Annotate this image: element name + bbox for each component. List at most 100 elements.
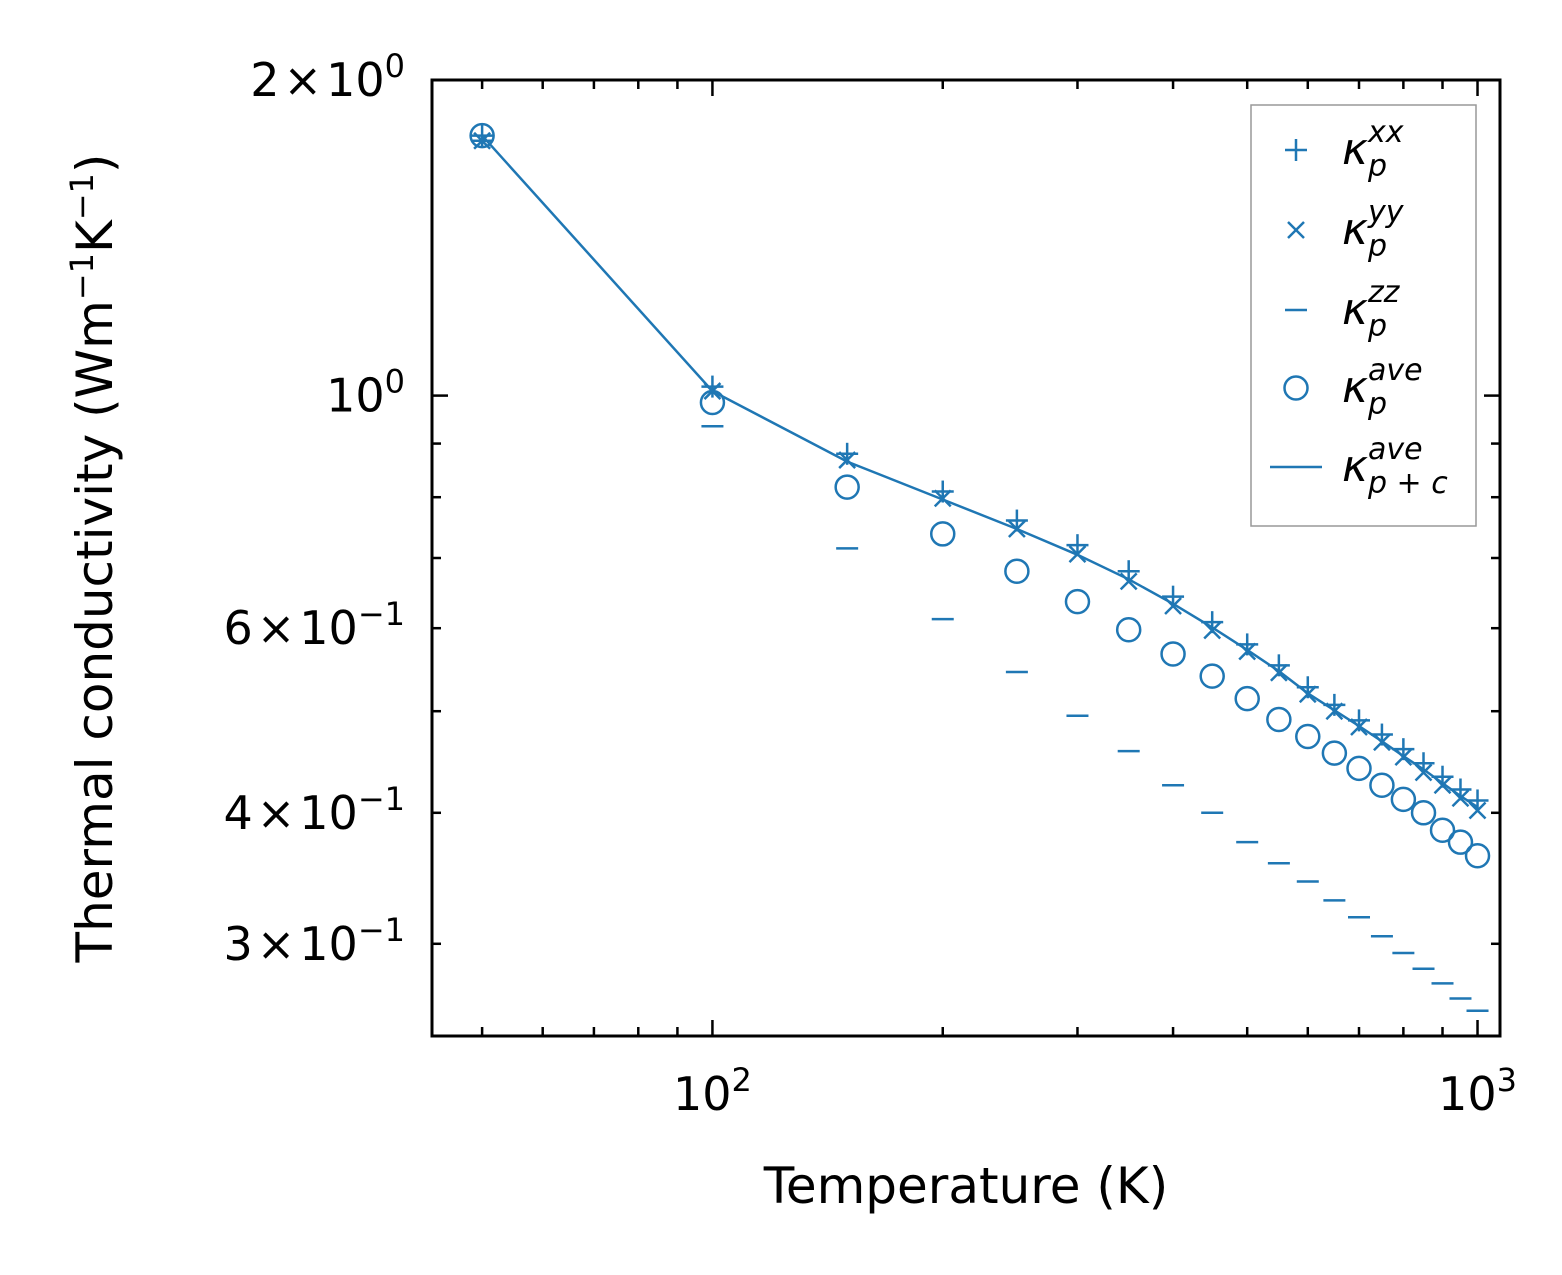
legend-superscript: zz [1367,275,1401,310]
kappa_ave-point-650 [1321,740,1348,766]
y-tick-label-exp: −1 [358,911,405,949]
legend-symbol: κ [1342,204,1368,255]
kappa_yy-point-1000 [1468,801,1487,820]
legend-subscript: p [1367,229,1387,264]
legend-subscript: p [1367,387,1387,422]
kappa_yy-point-850-b [1414,763,1433,782]
y-tick-label-exp: −1 [358,780,405,818]
kappa_yy-point-400-b [1164,597,1182,615]
y-tick-label-base: 10 [299,786,358,840]
y-axis-label-close: ) [66,154,124,174]
kappa_ave-point-400 [1160,641,1186,667]
y-tick-label-mantissa: 6 [223,601,252,655]
y-tick-label-exp: 0 [385,47,405,85]
series-kappa_ave [469,122,1491,869]
kappa_yy-point-900-b [1433,776,1452,795]
plot-frame [430,78,1502,1038]
kappa_ave-point-900 [1429,817,1456,843]
y-tick-label-exp: −1 [358,595,405,633]
y-tick-label-times: × [257,917,296,971]
kappa_yy-point-150 [838,451,857,469]
y-tick-label-mantissa: 4 [223,786,252,840]
x-tick-label-base: 10 [1438,1067,1497,1121]
legend-box [1250,104,1477,527]
y-tick-label-times: × [257,601,296,655]
legend-superscript: ave [1368,432,1423,467]
y-tick-label-times: × [284,53,323,107]
y-tick-label-base: 10 [326,53,385,107]
kappa_yy-point-1000-b [1468,801,1487,820]
series-kappa_zz [471,139,1489,1012]
legend-superscript: xx [1367,115,1404,150]
kappa_ave-point-550 [1266,706,1292,733]
kappa_yy-point-500-b [1238,642,1257,661]
legend-superscript: yy [1367,195,1405,230]
plot-marks [469,122,1491,1012]
y-tick-label-2: 2×100 [250,47,405,107]
x-axis-label: Temperature (K) [763,1157,1168,1215]
x-tick-label-base: 10 [673,1067,732,1121]
kappa_ave-point-600 [1295,723,1321,750]
x-tick-label-exp: 2 [732,1061,752,1099]
x-tick-label-exp: 3 [1497,1061,1517,1099]
y-tick-label-base: 10 [326,369,385,423]
kappa_yy-point-450-b [1203,621,1222,640]
legend-entry-kappa_ave_pc: κave p + c [1270,432,1448,501]
y-axis-label-k: K [66,219,124,253]
kappa_ave-point-150 [834,474,860,500]
y-tick-label-times: × [257,786,296,840]
kappa_ave-point-850 [1410,800,1437,826]
kappa_yy-point-150-b [838,451,857,469]
series-kappa_ave_pc [481,134,1479,809]
kappa_ave-point-450 [1199,663,1225,689]
legend-entry-kappa_xx: κxx p [1285,115,1404,184]
y-axis-label-exp1: −1 [63,253,101,300]
legend-entry-kappa_ave: κave p [1283,353,1423,422]
kappa_ave-point-250 [1004,558,1030,584]
kappa_ave-point-350 [1115,616,1142,643]
y-axis-label-exp2: −1 [63,173,101,220]
kappa_ave-point-750 [1369,772,1395,798]
legend-marker-icon [1283,375,1309,401]
legend-superscript: ave [1368,353,1423,388]
kappa_ave-point-950 [1447,829,1474,855]
kappa_yy-point-350-b [1119,572,1138,591]
legend-marker-icon [1285,139,1307,161]
kappa_ave-point-50 [469,122,495,149]
legend-symbol: κ [1342,362,1368,413]
y-tick-label-base: 10 [299,601,358,655]
y-tick-label-1: 100 [326,363,405,423]
kappa_ave-point-300 [1064,588,1091,615]
y-axis-label: Thermal conductivity (Wm−1K−1) [63,154,124,964]
y-tick-label-0.6: 6×10−1 [223,595,405,655]
kappa_ave-point-1000 [1464,842,1491,869]
legend-label: κave p + c [1342,432,1448,501]
kappa_yy-point-550-b [1269,663,1288,682]
legend-subscript: p + c [1367,466,1448,501]
y-tick-label-mantissa: 3 [223,917,252,971]
legend-entry-kappa_zz: κzz p [1285,275,1401,344]
legend-symbol: κ [1342,441,1368,492]
legend-subscript: p [1367,149,1387,184]
kappa_yy-point-950-b [1451,789,1470,808]
kappa_ave-point-200 [929,521,956,547]
y-tick-label-0.3: 3×10−1 [223,911,405,971]
legend-label: κave p [1342,353,1423,422]
legend-symbol: κ [1342,124,1368,175]
x-tick-label-100: 102 [673,1061,752,1121]
y-tick-label-exp: 0 [385,363,405,401]
y-tick-label-0.4: 4×10−1 [223,780,405,840]
kappa_ave-point-500 [1234,685,1260,712]
y-tick-label-base: 10 [299,917,358,971]
legend-label: κxx p [1342,115,1404,184]
kappa_ave_pc-line [481,134,1479,809]
legend-entry-kappa_yy: κyy p [1287,195,1405,264]
legend-marker-icon [1287,221,1305,239]
legend-marker-icon-b [1287,221,1305,239]
y-tick-label-mantissa: 2 [250,53,279,107]
legend-symbol: κ [1342,284,1368,335]
kappa_ave-point-700 [1346,755,1372,782]
legend-label: κzz p [1342,275,1401,344]
